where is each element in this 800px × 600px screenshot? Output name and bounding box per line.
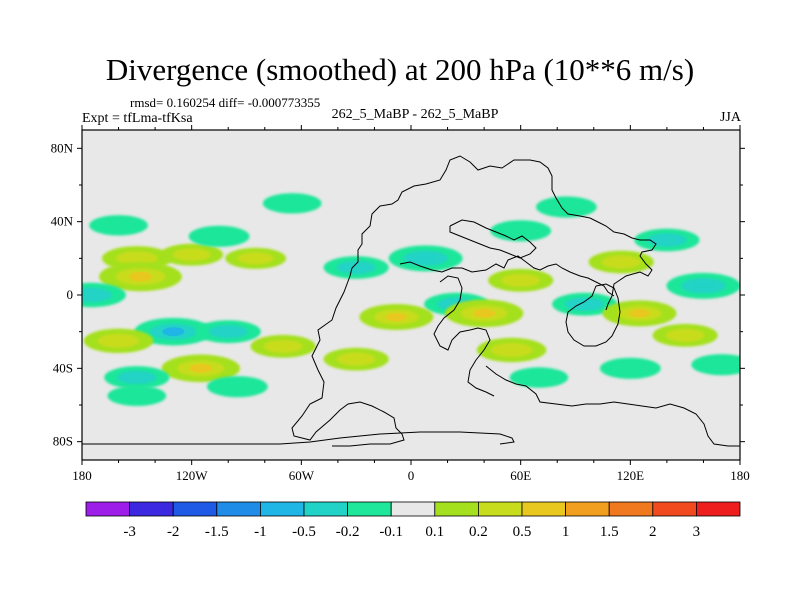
colorbar-swatch-0 bbox=[85, 501, 130, 517]
coastline-antarctic bbox=[82, 431, 515, 445]
x-tick-label-5: 120E bbox=[617, 468, 645, 483]
colorbar-label-11: 1.5 bbox=[600, 524, 619, 540]
coastline-layer bbox=[82, 155, 740, 447]
anomaly-blob-33 bbox=[107, 385, 167, 407]
x-tick-label-4: 60E bbox=[510, 468, 531, 483]
colorbar-label-1: -2 bbox=[167, 524, 180, 540]
anomaly-blob-peak-9 bbox=[189, 363, 212, 373]
anomaly-blob-peak-6 bbox=[162, 327, 185, 337]
x-tick-label-0: 180 bbox=[72, 468, 92, 483]
colorbar-swatch-14 bbox=[696, 501, 741, 517]
anomaly-blob-core-19 bbox=[490, 342, 533, 358]
anomaly-blob-0 bbox=[89, 215, 148, 236]
anomaly-blob-peak-2 bbox=[128, 271, 153, 282]
colorbar-swatch-13 bbox=[652, 501, 697, 517]
runs-label: 262_5_MaBP - 262_5_MaBP bbox=[331, 107, 499, 122]
contour-fill-layer bbox=[82, 193, 740, 407]
anomaly-blob-core-3 bbox=[172, 248, 211, 262]
anomaly-blob-core-5 bbox=[237, 252, 274, 265]
colorbar-swatch-3 bbox=[216, 501, 261, 517]
colorbar-swatch-7 bbox=[390, 501, 436, 517]
anomaly-blob-core-23 bbox=[601, 255, 641, 269]
colorbar-label-5: -0.2 bbox=[336, 524, 360, 540]
anomaly-blob-core-11 bbox=[219, 380, 256, 393]
coastline-mid-landmass bbox=[399, 255, 615, 297]
colorbar-swatch-4 bbox=[259, 501, 305, 517]
y-tick-label-0: 80N bbox=[51, 140, 74, 155]
colorbar-label-4: -0.5 bbox=[292, 524, 316, 540]
y-axis: 80N 40N 0 40S 80S bbox=[51, 140, 745, 449]
anomaly-blob-core-20 bbox=[502, 224, 539, 237]
anomaly-blob-core-29 bbox=[82, 287, 113, 303]
anomaly-blob-peak-15 bbox=[386, 312, 407, 322]
x-tick-label-1: 120W bbox=[176, 468, 209, 483]
y-tick-label-3: 40S bbox=[53, 360, 73, 375]
anomaly-blob-peak-26 bbox=[693, 281, 714, 290]
plot-background bbox=[82, 130, 740, 460]
anomaly-blob-core-21 bbox=[548, 200, 585, 214]
colorbar-swatch-10 bbox=[521, 501, 566, 517]
colorbar-swatch-5 bbox=[303, 501, 348, 517]
y-tick-label-4: 80S bbox=[53, 434, 73, 449]
colorbar-swatch-2 bbox=[172, 501, 218, 517]
colorbar-swatch-9 bbox=[477, 501, 523, 517]
chart-title: Divergence (smoothed) at 200 hPa (10**6 … bbox=[105, 52, 695, 87]
coastline-north-landmass bbox=[351, 155, 657, 311]
coastline-west-island bbox=[433, 275, 495, 397]
colorbar-label-8: 0.2 bbox=[469, 524, 488, 540]
anomaly-blob-core-22 bbox=[565, 297, 605, 311]
colorbar-label-12: 2 bbox=[649, 524, 657, 540]
x-tick-label-2: 60W bbox=[289, 468, 315, 483]
colorbar-swatch-11 bbox=[565, 501, 610, 517]
anomaly-blob-core-28 bbox=[703, 358, 740, 371]
anomaly-blob-core-27 bbox=[665, 328, 705, 342]
anomaly-blob-core-12 bbox=[336, 260, 376, 275]
colorbar-label-0: -3 bbox=[123, 524, 136, 540]
coastline-peninsula bbox=[449, 219, 537, 259]
colorbar-label-3: -1 bbox=[254, 524, 267, 540]
anomaly-blob-core-25 bbox=[647, 233, 687, 247]
colorbar-swatch-12 bbox=[608, 501, 654, 517]
colorbar-swatch-6 bbox=[347, 501, 392, 517]
anomaly-blob-peak-17 bbox=[473, 308, 496, 318]
experiment-label: Expt = tfLma-tfKsa bbox=[82, 111, 193, 126]
colorbar-swatch-8 bbox=[434, 501, 479, 517]
coastline-africa-europe bbox=[291, 267, 405, 447]
colorbar-label-7: 0.1 bbox=[425, 524, 444, 540]
anomaly-blob-34 bbox=[509, 367, 569, 388]
anomaly-blob-core-7 bbox=[208, 325, 248, 339]
anomaly-blob-core-16 bbox=[336, 352, 376, 366]
colorbar-label-2: -1.5 bbox=[205, 524, 229, 540]
x-tick-label-6: 180 bbox=[730, 468, 750, 483]
y-tick-label-1: 40N bbox=[51, 214, 74, 229]
x-tick-label-3: 0 bbox=[408, 468, 415, 483]
colorbar-swatch-1 bbox=[129, 501, 174, 517]
anomaly-blob-core-4 bbox=[200, 230, 238, 243]
anomaly-blob-core-1 bbox=[115, 251, 158, 266]
anomaly-blob-core-31 bbox=[612, 362, 649, 375]
colorbar: -3 -2 -1.5 -1 -0.5 -0.2 -0.1 0.1 0.2 0.5 1 1.5 2 3 bbox=[85, 501, 741, 540]
anomaly-blob-core-18 bbox=[501, 273, 541, 287]
season-label: JJA bbox=[719, 110, 741, 125]
anomaly-blob-core-30 bbox=[97, 333, 140, 348]
anomaly-blob-core-10 bbox=[117, 370, 157, 385]
colorbar-label-10: 1 bbox=[562, 524, 570, 540]
colorbar-label-6: -0.1 bbox=[379, 524, 403, 540]
x-axis: 180 120W 60W 0 60E 120E 180 bbox=[72, 125, 750, 483]
anomaly-blob-peak-13 bbox=[415, 254, 436, 263]
anomaly-blob-core-8 bbox=[263, 339, 303, 353]
rmsd-diff-stats: rmsd= 0.160254 diff= -0.000773355 bbox=[130, 95, 321, 110]
anomaly-blob-32 bbox=[262, 193, 322, 214]
colorbar-label-9: 0.5 bbox=[513, 524, 532, 540]
coastline-east-island bbox=[565, 283, 621, 347]
colorbar-label-13: 3 bbox=[693, 524, 701, 540]
coastline-south-landmass bbox=[485, 365, 740, 447]
y-tick-label-2: 0 bbox=[67, 287, 74, 302]
anomaly-blob-peak-24 bbox=[629, 309, 650, 318]
